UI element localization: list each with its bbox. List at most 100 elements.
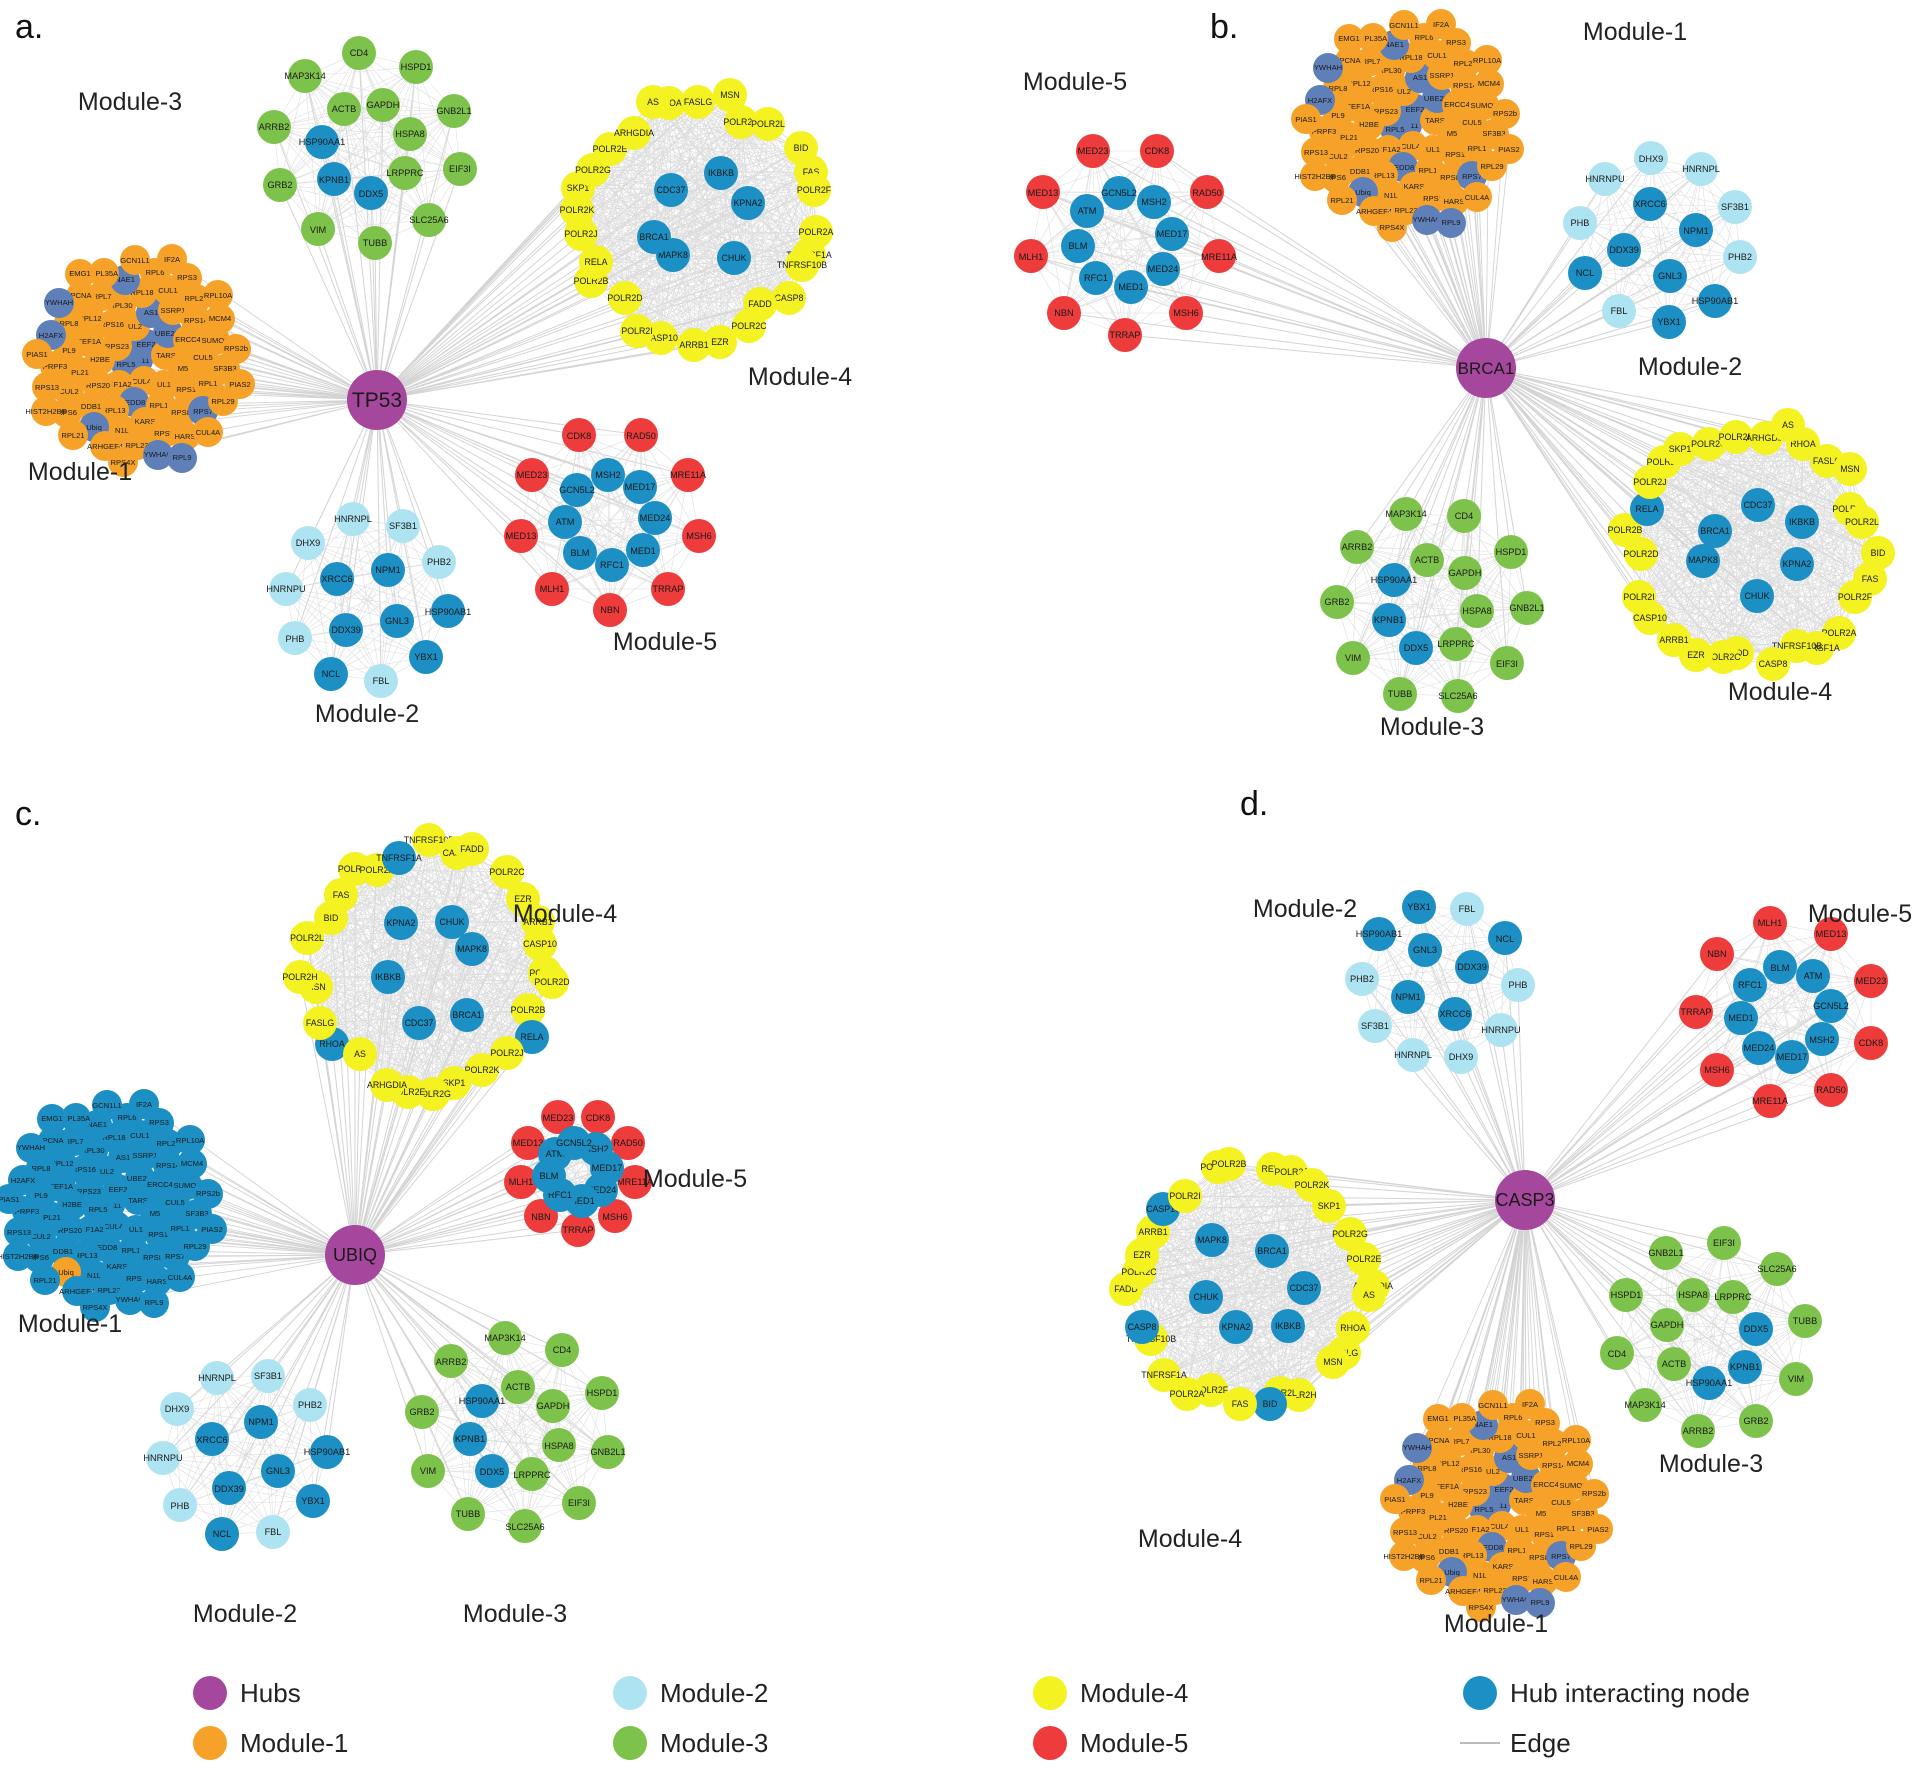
svg-text:POLR2F: POLR2F <box>1838 592 1873 602</box>
svg-text:MCM4: MCM4 <box>181 1159 203 1168</box>
svg-text:CUL2: CUL2 <box>31 1232 50 1241</box>
svg-text:PIAS2: PIAS2 <box>1587 1525 1609 1534</box>
svg-text:RPL10A: RPL10A <box>204 291 233 300</box>
svg-text:IKBKB: IKBKB <box>1789 517 1815 527</box>
svg-text:RPS14: RPS14 <box>1453 81 1477 90</box>
svg-text:RPL5: RPL5 <box>89 1205 108 1214</box>
svg-text:RPS13: RPS13 <box>1393 1528 1417 1537</box>
svg-text:UL1: UL1 <box>129 1225 143 1234</box>
svg-text:MRE11A: MRE11A <box>1201 252 1238 262</box>
svg-text:RPL29: RPL29 <box>1480 162 1503 171</box>
svg-text:HIST2H2BE: HIST2H2BE <box>25 407 66 416</box>
svg-text:VIM: VIM <box>420 1466 436 1476</box>
svg-text:CHUK: CHUK <box>440 917 465 927</box>
svg-text:Module-2: Module-2 <box>315 700 419 728</box>
svg-text:M5: M5 <box>1447 129 1458 138</box>
svg-text:MCM4: MCM4 <box>209 314 231 323</box>
svg-text:YWHAH: YWHAH <box>17 1143 45 1152</box>
svg-text:VIM: VIM <box>310 225 326 235</box>
svg-text:HARS: HARS <box>1443 197 1464 206</box>
svg-text:HSPA8: HSPA8 <box>544 1441 573 1451</box>
svg-text:ERCC4: ERCC4 <box>147 1180 173 1189</box>
svg-text:GNL3: GNL3 <box>1413 945 1437 955</box>
svg-text:TUBB: TUBB <box>363 238 388 248</box>
svg-text:Module-4: Module-4 <box>1080 1678 1188 1708</box>
svg-text:Module-1: Module-1 <box>28 458 132 486</box>
svg-text:YBX1: YBX1 <box>301 1496 325 1506</box>
svg-text:ARRB1: ARRB1 <box>1138 1227 1167 1237</box>
svg-text:DDB1: DDB1 <box>81 402 101 411</box>
svg-text:NCL: NCL <box>1576 268 1594 278</box>
svg-text:POLR2L: POLR2L <box>751 119 785 129</box>
svg-text:RPL9: RPL9 <box>1442 218 1461 227</box>
svg-text:XRCC6: XRCC6 <box>321 574 352 584</box>
svg-text:Module-5: Module-5 <box>1080 1728 1188 1758</box>
svg-text:POLR2J: POLR2J <box>490 1048 523 1058</box>
svg-text:RPL21: RPL21 <box>1330 196 1353 205</box>
svg-text:MLH1: MLH1 <box>509 1177 534 1187</box>
svg-text:ARRB2: ARRB2 <box>1342 542 1373 552</box>
svg-text:Module-3: Module-3 <box>463 1600 567 1628</box>
svg-text:ARRB2: ARRB2 <box>436 1357 467 1367</box>
svg-text:HNRNPU: HNRNPU <box>1585 174 1624 184</box>
svg-text:CDK8: CDK8 <box>586 1113 611 1123</box>
svg-text:NBN: NBN <box>1707 949 1726 959</box>
svg-text:POLR2C: POLR2C <box>489 867 525 877</box>
svg-text:GAPDH: GAPDH <box>1449 568 1482 578</box>
svg-text:PL21: PL21 <box>71 368 89 377</box>
svg-text:PHB: PHB <box>286 634 305 644</box>
svg-text:FADD: FADD <box>460 844 483 854</box>
svg-text:POLR2F: POLR2F <box>797 185 832 195</box>
svg-text:NBN: NBN <box>1054 308 1073 318</box>
svg-text:TRRAP: TRRAP <box>1680 1007 1711 1017</box>
svg-text:KPNA2: KPNA2 <box>387 918 416 928</box>
svg-text:Module-2: Module-2 <box>193 1600 297 1628</box>
svg-text:XRCC6: XRCC6 <box>196 1435 227 1445</box>
svg-text:MSH6: MSH6 <box>1704 1065 1730 1075</box>
svg-text:RPS8: RPS8 <box>171 408 191 417</box>
svg-text:LRPPRC: LRPPRC <box>1437 639 1475 649</box>
svg-text:CDC37: CDC37 <box>657 185 686 195</box>
svg-text:CUL5: CUL5 <box>193 353 212 362</box>
svg-text:RHOA: RHOA <box>319 1039 345 1049</box>
svg-text:KPNB1: KPNB1 <box>455 1434 485 1444</box>
svg-text:MLH1: MLH1 <box>1758 918 1783 928</box>
svg-text:GAPDH: GAPDH <box>367 100 400 110</box>
svg-text:NCL: NCL <box>322 669 340 679</box>
svg-text:CD4: CD4 <box>553 1345 571 1355</box>
svg-text:KPNB1: KPNB1 <box>319 175 349 185</box>
svg-text:SLC25A6: SLC25A6 <box>409 215 448 225</box>
svg-text:GAPDH: GAPDH <box>537 1401 570 1411</box>
svg-text:RPL1: RPL1 <box>1468 144 1487 153</box>
svg-text:DDX5: DDX5 <box>1744 1324 1769 1334</box>
svg-text:RPS3: RPS3 <box>1446 38 1466 47</box>
svg-text:MAPK8: MAPK8 <box>1197 1235 1227 1245</box>
svg-text:DHX9: DHX9 <box>1639 154 1664 164</box>
svg-text:AS: AS <box>1363 1290 1375 1300</box>
svg-text:CUL1: CUL1 <box>1427 51 1446 60</box>
svg-text:MSN: MSN <box>1840 464 1860 474</box>
svg-text:RFC1: RFC1 <box>1084 273 1108 283</box>
svg-text:c.: c. <box>15 795 41 833</box>
svg-text:KPNB1: KPNB1 <box>1374 615 1404 625</box>
svg-text:IF2A: IF2A <box>164 255 181 264</box>
svg-text:Hub interacting node: Hub interacting node <box>1510 1678 1750 1708</box>
svg-text:CDC37: CDC37 <box>405 1018 434 1028</box>
svg-text:SSRP1: SSRP1 <box>1430 71 1455 80</box>
svg-text:Edge: Edge <box>1510 1728 1571 1758</box>
svg-text:FASLG: FASLG <box>306 1018 335 1028</box>
svg-text:MCM4: MCM4 <box>1567 1459 1589 1468</box>
svg-text:HSPA8: HSPA8 <box>1462 606 1491 616</box>
svg-text:RAD50: RAD50 <box>626 431 656 441</box>
svg-text:NBN: NBN <box>600 605 619 615</box>
svg-text:HSPD1: HSPD1 <box>401 62 432 72</box>
svg-text:ATM: ATM <box>556 517 575 527</box>
svg-text:HARS: HARS <box>1532 1577 1553 1586</box>
svg-text:CASP8: CASP8 <box>1128 1322 1157 1332</box>
svg-text:AS1: AS1 <box>1413 73 1427 82</box>
svg-text:ERCC4: ERCC4 <box>1444 100 1470 109</box>
svg-text:ARRB1: ARRB1 <box>1659 635 1688 645</box>
svg-text:CUL1: CUL1 <box>158 286 177 295</box>
svg-text:NPM1: NPM1 <box>375 565 401 575</box>
svg-text:CHUK: CHUK <box>1745 591 1770 601</box>
